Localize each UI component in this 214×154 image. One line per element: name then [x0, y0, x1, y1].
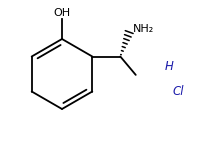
Text: NH₂: NH₂	[133, 24, 154, 34]
Text: OH: OH	[54, 8, 71, 18]
Text: H: H	[165, 60, 173, 73]
Text: Cl: Cl	[172, 85, 184, 98]
